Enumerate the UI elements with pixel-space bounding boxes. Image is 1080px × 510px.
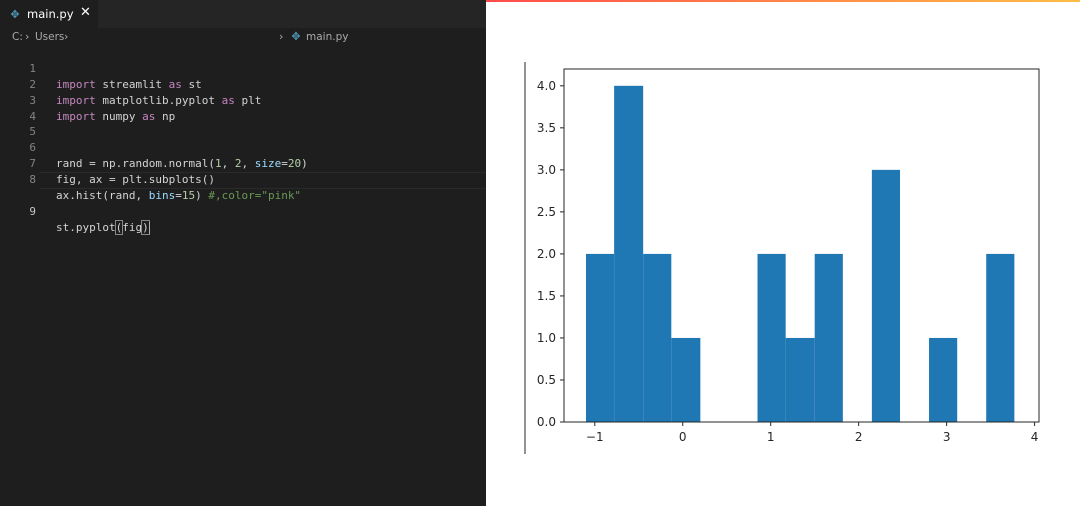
x-tick-label: 0 xyxy=(679,430,687,444)
y-tick-label: 4.0 xyxy=(537,79,556,93)
code-line: 6 rand = np.random.normal(1, 2, size=20) xyxy=(0,124,486,170)
line-text: st.pyplot(fig) xyxy=(56,219,150,235)
line-number: 7 xyxy=(29,157,36,171)
chevron-right-icon: › xyxy=(279,30,284,43)
line-text: import streamlit as st xyxy=(56,77,202,91)
streamlit-app-pane: 0.0 0.5 1.0 1.5 2.0 2.5 3.0 3.5 4.0 −1 0 1 2 3 4 xyxy=(486,0,1080,506)
line-number: 6 xyxy=(29,141,36,155)
x-tick-label: −1 xyxy=(586,430,604,444)
line-text: import numpy as np xyxy=(56,109,176,123)
line-text: fig, ax = plt.subplots() xyxy=(56,173,215,187)
histogram-bar xyxy=(671,337,701,422)
x-tick-label: 4 xyxy=(1031,430,1039,444)
code-line: 2 import matplotlib.pyplot as plt xyxy=(0,61,486,107)
breadcrumb: C: › Users › › ✥ main.py xyxy=(0,28,486,46)
tab-label: main.py xyxy=(27,7,74,21)
breadcrumb-folder[interactable]: Users xyxy=(35,31,65,43)
close-icon[interactable]: ✕ xyxy=(80,5,91,20)
line-number: 3 xyxy=(29,93,36,107)
text-cursor xyxy=(148,221,150,234)
python-file-icon: ✥ xyxy=(10,7,20,21)
line-number: 1 xyxy=(29,61,36,75)
code-area[interactable]: 1 import streamlit as st 2 import matplo… xyxy=(0,45,486,235)
breadcrumb-file[interactable]: main.py xyxy=(306,31,349,43)
line-number: 2 xyxy=(29,77,36,91)
y-tick-label: 3.0 xyxy=(537,163,556,177)
app-accent-bar xyxy=(486,0,1080,2)
histogram-bar xyxy=(643,253,672,422)
x-tick-label: 2 xyxy=(855,430,863,444)
line-text: ax.hist(rand, bins=15) #,color="pink" xyxy=(56,189,302,203)
histogram-bar xyxy=(871,169,901,422)
histogram-bar xyxy=(757,253,786,422)
y-tick-label: 1.0 xyxy=(537,331,556,345)
current-line-highlight xyxy=(40,172,486,190)
code-line: 7 fig, ax = plt.subplots() xyxy=(0,140,486,186)
line-number: 5 xyxy=(29,125,36,139)
python-file-icon: ✥ xyxy=(291,30,301,43)
code-editor: ✥ main.py ✕ C: › Users › › ✥ main.py 1 i… xyxy=(0,0,486,506)
chevron-right-icon: › xyxy=(25,30,30,43)
histogram-bar xyxy=(986,253,1015,422)
code-line: 8 ax.hist(rand, bins=15) #,color="pink" xyxy=(0,156,486,202)
axes-frame xyxy=(563,68,1040,423)
y-tick-label: 0.0 xyxy=(537,415,556,429)
line-text: import matplotlib.pyplot as plt xyxy=(56,93,262,107)
histogram-bar xyxy=(785,337,815,422)
line-number: 8 xyxy=(29,173,36,187)
histogram-chart: 0.0 0.5 1.0 1.5 2.0 2.5 3.0 3.5 4.0 −1 0 1 2 3 4 xyxy=(524,62,1040,454)
y-tick-label: 2.5 xyxy=(537,205,556,219)
tab-bar: ✥ main.py ✕ xyxy=(0,0,486,28)
y-tick-label: 2.0 xyxy=(537,247,556,261)
y-tick-label: 1.5 xyxy=(537,289,556,303)
histogram-bar xyxy=(929,337,958,422)
line-text: rand = np.random.normal(1, 2, size=20) xyxy=(56,157,308,171)
line-number: 4 xyxy=(29,109,36,123)
tab-main-py[interactable]: ✥ main.py ✕ xyxy=(0,0,98,28)
histogram-bar xyxy=(814,253,843,422)
code-line: 1 import streamlit as st xyxy=(0,45,486,91)
code-line-current: 9 st.pyplot(fig) xyxy=(0,172,486,235)
x-tick-label: 3 xyxy=(943,430,951,444)
code-line: 3 import numpy as np xyxy=(0,77,486,123)
x-tick-label: 1 xyxy=(767,430,775,444)
y-tick-label: 3.5 xyxy=(537,121,556,135)
y-tick-label: 0.5 xyxy=(537,373,556,387)
breadcrumb-drive[interactable]: C: xyxy=(12,31,23,43)
chevron-right-icon: › xyxy=(64,30,69,43)
code-line: 4 xyxy=(0,93,486,123)
line-number: 9 xyxy=(29,204,36,218)
code-line: 5 xyxy=(0,109,486,138)
histogram-bar xyxy=(614,85,644,423)
histogram-bar xyxy=(585,253,615,422)
